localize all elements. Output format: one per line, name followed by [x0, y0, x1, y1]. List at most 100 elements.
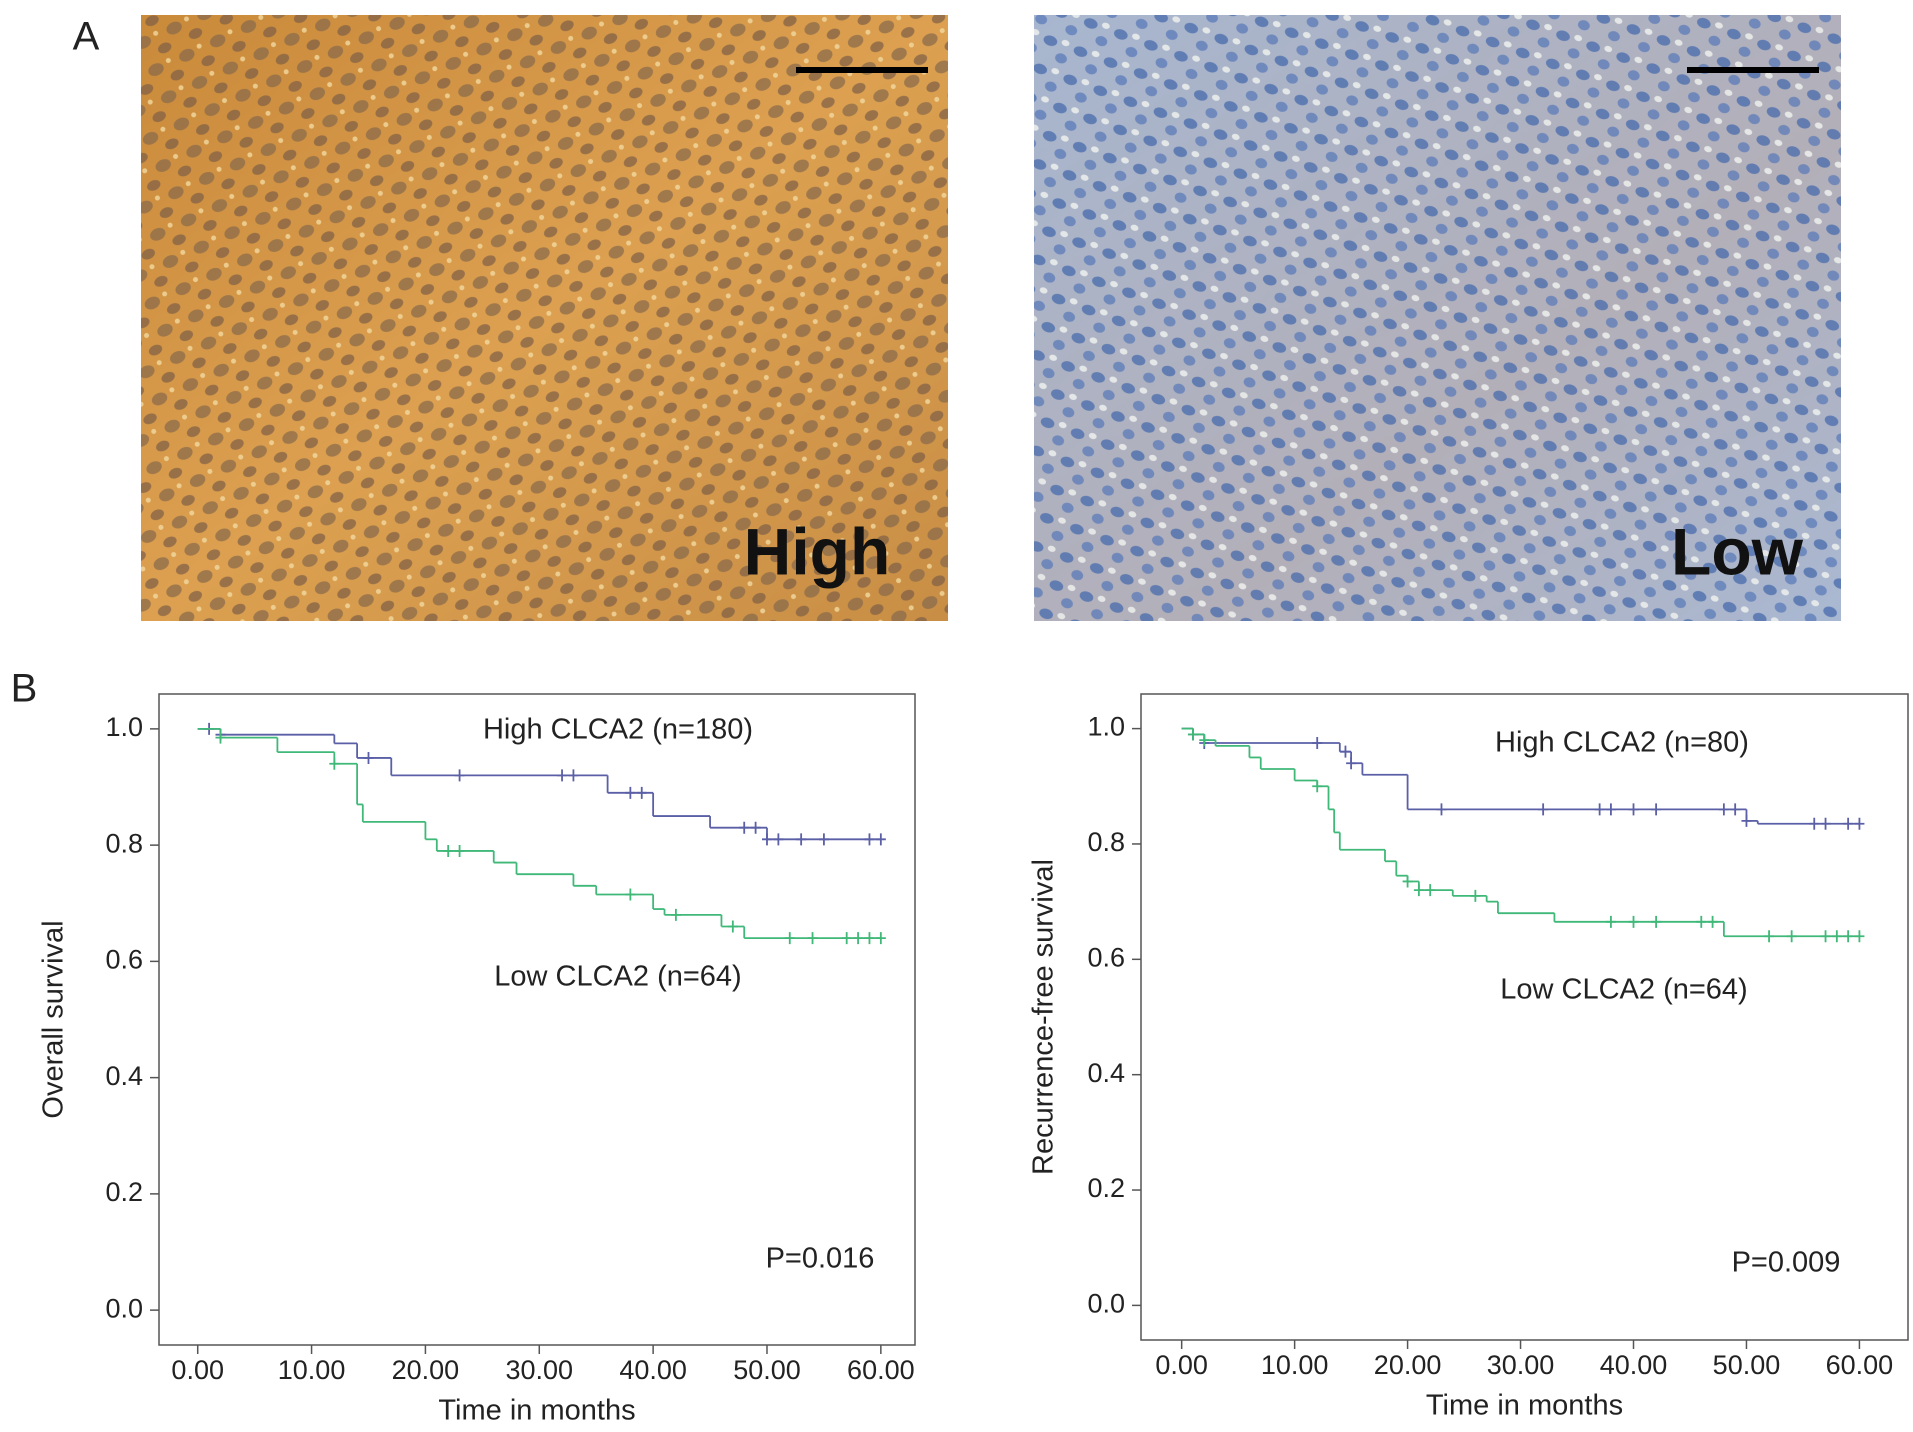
y-tick-label: 0.4	[105, 1061, 143, 1091]
censor-mark	[1436, 803, 1447, 816]
censor-mark	[875, 833, 886, 846]
censor-mark	[363, 751, 374, 764]
censor-mark	[864, 833, 875, 846]
censor-mark	[1470, 889, 1481, 902]
censor-mark	[636, 786, 647, 799]
censor-mark	[443, 844, 454, 857]
y-tick-label: 0.0	[1087, 1289, 1125, 1319]
plot-frame	[1140, 693, 1909, 1341]
censor-mark	[670, 908, 681, 921]
censor-mark	[761, 833, 772, 846]
censor-mark	[1199, 734, 1210, 747]
image-texture	[141, 15, 948, 621]
y-tick-label: 0.0	[105, 1293, 143, 1323]
censor-mark	[1718, 803, 1729, 816]
y-tick-label: 0.4	[1087, 1058, 1125, 1088]
censor-mark	[1402, 875, 1413, 888]
censor-mark	[750, 821, 761, 834]
censor-mark	[1786, 930, 1797, 943]
y-tick-label: 0.8	[1087, 827, 1125, 857]
censor-mark	[773, 833, 784, 846]
curve-label: Low CLCA2 (n=64)	[494, 961, 741, 993]
censor-mark	[1820, 930, 1831, 943]
censor-mark	[454, 769, 465, 782]
censor-mark	[1312, 780, 1323, 793]
x-tick-label: 10.00	[278, 1355, 346, 1385]
censor-mark	[625, 786, 636, 799]
y-tick-label: 0.6	[1087, 942, 1125, 972]
censor-mark	[557, 769, 568, 782]
censor-mark	[1594, 803, 1605, 816]
censor-mark	[1707, 915, 1718, 928]
censor-mark	[1651, 915, 1662, 928]
x-tick-label: 60.00	[1826, 1350, 1894, 1380]
censor-mark	[1628, 915, 1639, 928]
x-tick-label: 50.00	[1713, 1350, 1781, 1380]
curve-label: Low CLCA2 (n=64)	[1500, 974, 1747, 1006]
censor-mark	[1741, 814, 1752, 827]
censor-mark	[215, 731, 226, 744]
censor-mark	[568, 769, 579, 782]
censor-mark	[1605, 915, 1616, 928]
censor-mark	[1831, 930, 1842, 943]
censor-mark	[784, 932, 795, 945]
x-axis-title: Time in months	[1426, 1390, 1623, 1422]
censor-mark	[853, 932, 864, 945]
censor-mark	[625, 888, 636, 901]
censor-mark	[1809, 817, 1820, 830]
plot-frame	[158, 693, 916, 1346]
y-tick-label: 0.8	[105, 828, 143, 858]
censor-mark	[1628, 803, 1639, 816]
censor-mark	[727, 920, 738, 933]
censor-mark	[1346, 757, 1357, 770]
censor-mark	[864, 932, 875, 945]
y-tick-label: 1.0	[105, 712, 143, 742]
survival-curve	[1181, 727, 1865, 943]
x-tick-label: 30.00	[1487, 1350, 1555, 1380]
x-tick-label: 10.00	[1261, 1350, 1329, 1380]
survival-curve	[197, 727, 886, 945]
x-tick-label: 40.00	[1600, 1350, 1668, 1380]
panel-label: B	[11, 667, 38, 711]
image-texture	[1034, 15, 1841, 621]
p-value: P=0.009	[1732, 1247, 1841, 1279]
censor-mark	[807, 932, 818, 945]
survival-chart: 0.0 0.2 0.4 0.6 0.8 1.0 0.00 10.00 20.00 30.00 40.…	[1028, 693, 1909, 1422]
y-tick-label: 1.0	[1087, 712, 1125, 742]
censor-mark	[1764, 930, 1775, 943]
x-tick-label: 60.00	[847, 1355, 915, 1385]
censor-mark	[1340, 745, 1351, 758]
curve-label: High CLCA2 (n=80)	[1495, 727, 1749, 759]
y-tick-label: 0.2	[1087, 1173, 1125, 1203]
panel-label: A	[73, 15, 100, 59]
censor-mark	[329, 757, 340, 770]
survival-chart: 0.0 0.2 0.4 0.6 0.8 1.0 0.00 10.00 20.00 30.00 40.…	[38, 693, 916, 1427]
x-tick-label: 40.00	[619, 1355, 687, 1385]
x-tick-label: 0.00	[1155, 1350, 1208, 1380]
censor-mark	[818, 833, 829, 846]
image-label: Low	[1671, 514, 1804, 588]
censor-mark	[875, 932, 886, 945]
censor-mark	[1843, 817, 1854, 830]
censor-mark	[1312, 737, 1323, 750]
x-tick-label: 50.00	[733, 1355, 801, 1385]
survival-curve	[197, 722, 886, 846]
censor-mark	[841, 932, 852, 945]
censor-mark	[739, 821, 750, 834]
y-tick-label: 0.2	[105, 1177, 143, 1207]
x-tick-label: 0.00	[171, 1355, 224, 1385]
micrograph-high: High	[141, 15, 948, 621]
p-value: P=0.016	[766, 1243, 875, 1275]
censor-mark	[1843, 930, 1854, 943]
image-label: High	[744, 514, 891, 588]
censor-mark	[1854, 930, 1865, 943]
y-tick-label: 0.6	[105, 945, 143, 975]
censor-mark	[1696, 915, 1707, 928]
censor-mark	[1651, 803, 1662, 816]
curve-label: High CLCA2 (n=180)	[483, 714, 753, 746]
censor-mark	[1820, 817, 1831, 830]
x-tick-label: 20.00	[1374, 1350, 1442, 1380]
micrograph-low: Low	[1034, 15, 1841, 621]
censor-mark	[1730, 803, 1741, 816]
